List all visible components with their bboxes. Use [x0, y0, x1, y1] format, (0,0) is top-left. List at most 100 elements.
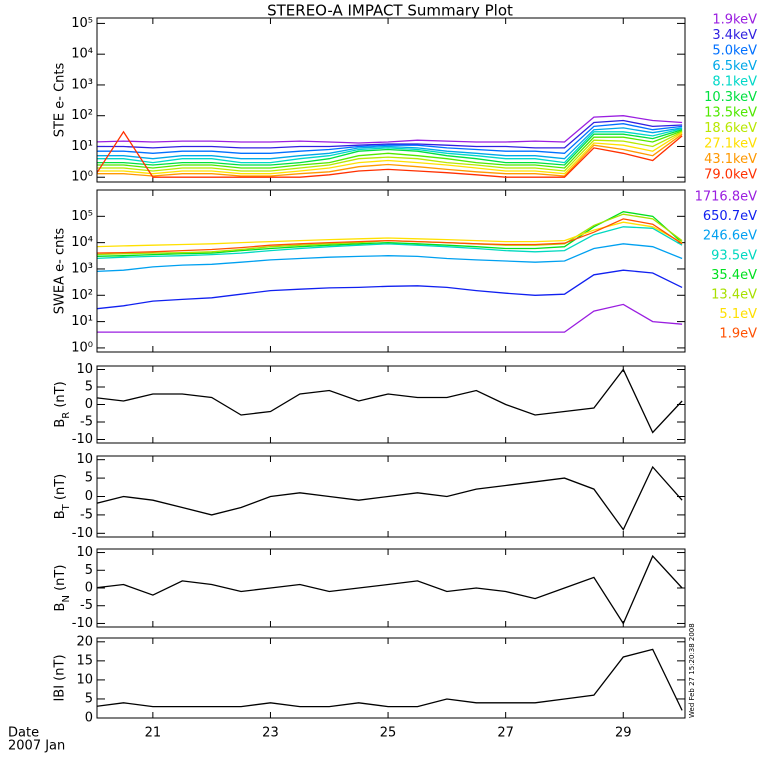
- plot-frame: [96, 455, 686, 538]
- legend-label: 27.1keV: [704, 137, 757, 152]
- y-axis-label: IBI (nT): [53, 654, 68, 701]
- y-tick-label: 5: [85, 691, 93, 706]
- y-tick-label: 5: [85, 380, 93, 395]
- y-tick-label: 10³: [71, 261, 93, 276]
- legend-label: 35.4eV: [711, 268, 757, 283]
- y-axis-label: SWEA e- cnts: [53, 228, 68, 315]
- y-axis-label-part: N: [61, 595, 72, 602]
- x-tick-label: 29: [615, 726, 632, 741]
- y-axis-label-part: B: [53, 419, 68, 428]
- month-label: 2007 Jan: [8, 739, 65, 754]
- legend-label: 10.3keV: [704, 90, 757, 105]
- y-tick-label: -5: [80, 507, 93, 522]
- y-tick-label: -10: [72, 526, 93, 541]
- y-axis-label-part: R: [61, 412, 72, 419]
- series-line: [97, 554, 683, 625]
- series-line: [97, 133, 683, 177]
- series-line: [97, 221, 683, 248]
- plot-frame: [96, 365, 686, 444]
- series-line: [97, 129, 683, 166]
- series-line: [97, 243, 683, 273]
- series-line: [97, 226, 683, 260]
- series-line: [97, 132, 683, 175]
- legend-label: 650.7eV: [703, 209, 757, 224]
- series-line: [97, 127, 683, 164]
- x-tick-label: 23: [262, 726, 279, 741]
- legend-label: 5.0keV: [712, 44, 757, 59]
- legend-label: 3.4keV: [712, 28, 757, 43]
- y-axis-label-part: (nT): [53, 565, 68, 595]
- y-tick-label: 10: [76, 362, 93, 377]
- legend-label: 13.4eV: [711, 288, 757, 303]
- legend-label: 1.9eV: [719, 327, 757, 342]
- y-tick-label: 10: [76, 545, 93, 560]
- series-line: [97, 119, 683, 149]
- y-axis-label: BT (nT): [53, 474, 72, 520]
- legend-label: 18.6keV: [704, 121, 757, 136]
- y-tick-label: 0: [85, 489, 93, 504]
- y-tick-label: 10⁰: [71, 170, 93, 185]
- y-tick-label: 10⁴: [71, 235, 93, 250]
- legend-label: 1.9keV: [712, 13, 757, 28]
- y-tick-label: 20: [76, 634, 93, 649]
- y-tick-label: 15: [76, 653, 93, 668]
- series-line: [97, 123, 683, 154]
- y-tick-label: 10⁵: [71, 209, 93, 224]
- legend-label: 6.5keV: [712, 59, 757, 74]
- series-line: [97, 303, 683, 333]
- x-tick-label: 27: [497, 726, 514, 741]
- legend-label: 5.1eV: [719, 307, 757, 322]
- y-axis-label-part: B: [53, 510, 68, 519]
- y-tick-label: -10: [72, 432, 93, 447]
- series-line: [97, 368, 683, 434]
- y-axis-label: STE e- Cnts: [53, 62, 68, 137]
- series-line: [97, 465, 683, 531]
- legend-label: 43.1keV: [704, 152, 757, 167]
- x-tick-label: 25: [380, 726, 397, 741]
- y-tick-label: 5: [85, 471, 93, 486]
- y-tick-label: -10: [72, 616, 93, 631]
- series-line: [97, 115, 683, 144]
- y-tick-label: 10¹: [71, 314, 93, 329]
- legend-label: 1716.8eV: [695, 190, 757, 205]
- legend-label: 246.6eV: [703, 229, 757, 244]
- series-line: [97, 130, 683, 178]
- series-line: [97, 130, 683, 169]
- y-tick-label: 10¹: [71, 139, 93, 154]
- plot-frame: [96, 548, 686, 628]
- series-line: [97, 648, 683, 711]
- y-tick-label: 5: [85, 563, 93, 578]
- legend-label: 13.5keV: [704, 106, 757, 121]
- legend-label: 8.1keV: [712, 75, 757, 90]
- plot-frame: [96, 189, 686, 353]
- y-tick-label: 10: [76, 452, 93, 467]
- y-axis-label-part: B: [53, 603, 68, 612]
- series-line: [97, 131, 683, 172]
- y-tick-label: -5: [80, 415, 93, 430]
- legend-label: 93.5eV: [711, 248, 757, 263]
- x-tick-label: 21: [145, 726, 162, 741]
- y-axis-label: BR (nT): [53, 381, 72, 427]
- y-tick-label: 10⁵: [71, 16, 93, 31]
- series-line: [97, 269, 683, 310]
- y-tick-label: 10³: [71, 77, 93, 92]
- legend-label: 79.0keV: [704, 168, 757, 183]
- y-axis-label-part: T: [61, 503, 72, 511]
- chart-title: STEREO-A IMPACT Summary Plot: [267, 2, 513, 20]
- y-tick-label: 10²: [71, 108, 93, 123]
- timestamp: Wed Feb 27 15:20:38 2008: [688, 623, 696, 718]
- plot-frame: [96, 17, 686, 183]
- series-line: [97, 127, 683, 160]
- date-label: Date: [8, 726, 39, 741]
- y-axis-label: BN (nT): [53, 565, 72, 612]
- y-axis-label-part: (nT): [53, 474, 68, 504]
- y-tick-label: 0: [85, 711, 93, 726]
- y-tick-label: -5: [80, 598, 93, 613]
- plot-frame: [96, 637, 686, 719]
- y-axis-label-part: (nT): [53, 381, 68, 411]
- series-line: [97, 218, 683, 254]
- y-tick-label: 10⁰: [71, 340, 93, 355]
- y-tick-label: 10: [76, 672, 93, 687]
